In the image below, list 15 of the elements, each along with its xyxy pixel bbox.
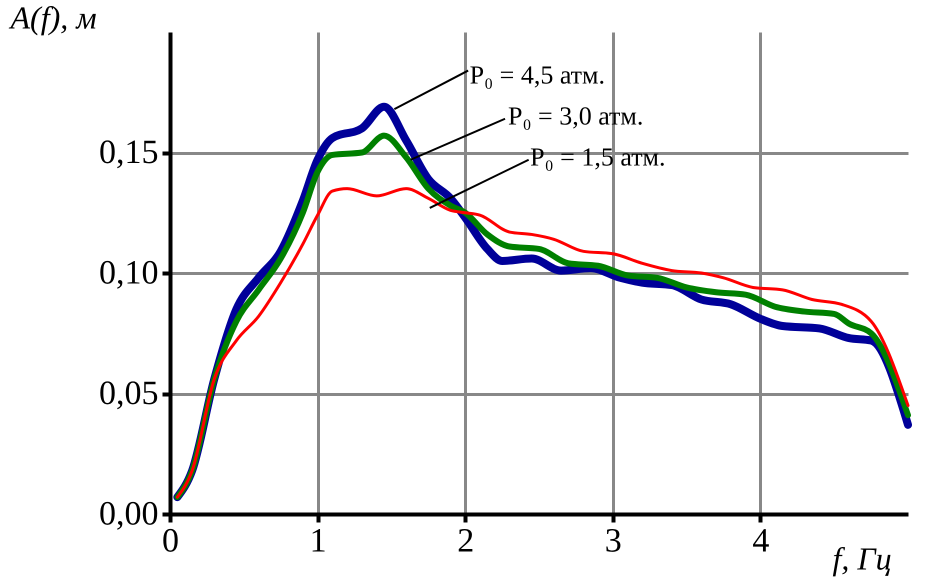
y-axis-title: A(f), м <box>8 0 97 36</box>
x-tick-label: 0 <box>162 522 179 560</box>
y-tick-label: 0,10 <box>99 254 158 292</box>
x-tick-label: 1 <box>310 522 327 560</box>
text: P₀ = 3,0 атм. <box>508 101 644 130</box>
line-series <box>176 187 910 499</box>
y-tick-label: 0,00 <box>99 496 158 532</box>
x-axis-title: f, Гц <box>832 540 892 576</box>
x-tick-label: 3 <box>604 522 622 560</box>
text: P₀ = 1,5 атм. <box>530 142 666 172</box>
y-tick-label: 0,15 <box>99 134 158 171</box>
x-tick-label: 2 <box>457 522 474 560</box>
text: P₀ = 4,5 атм. <box>470 60 606 90</box>
y-tick-label: 0,05 <box>99 375 158 412</box>
x-tick-label: 4 <box>752 522 770 560</box>
